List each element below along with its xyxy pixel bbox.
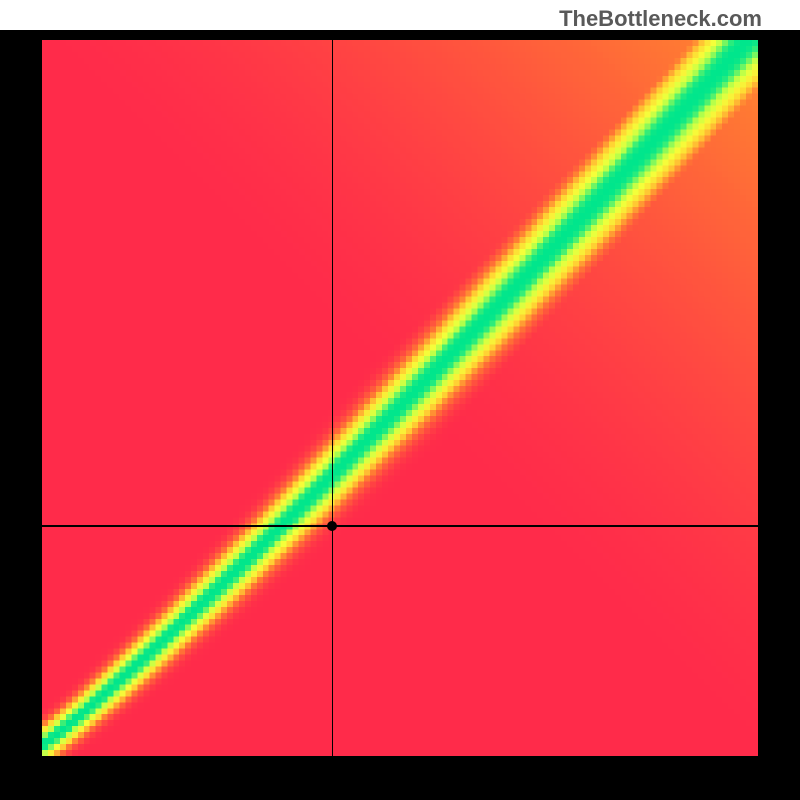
chart-outer-frame	[0, 30, 800, 800]
crosshair-horizontal-line	[42, 525, 758, 527]
heatmap-plot-area	[42, 40, 758, 756]
crosshair-vertical-line	[332, 40, 334, 756]
watermark-text: TheBottleneck.com	[559, 6, 762, 32]
bottleneck-heatmap	[42, 40, 758, 756]
